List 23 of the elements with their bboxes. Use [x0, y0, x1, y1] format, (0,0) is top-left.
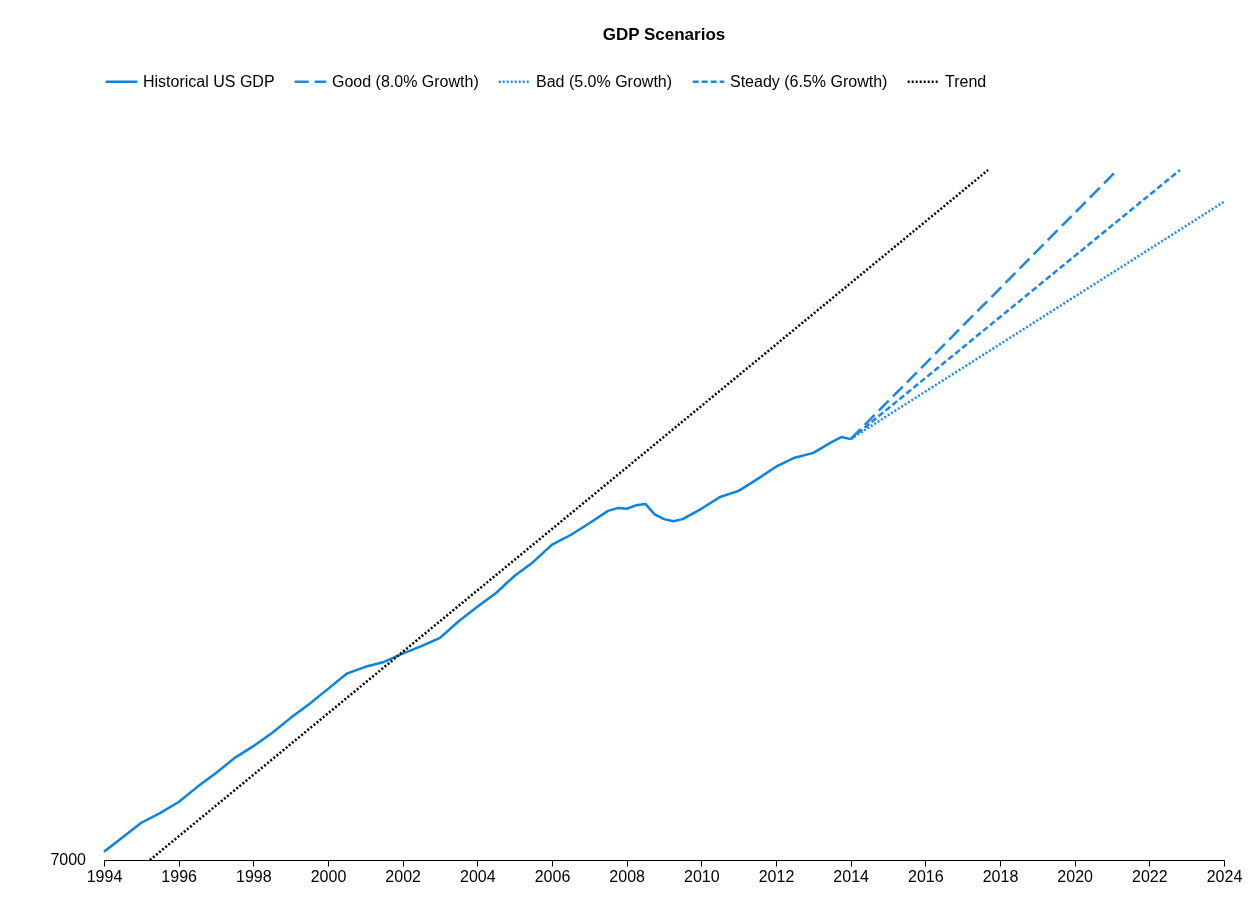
legend-label: Historical US GDP — [143, 72, 275, 90]
legend-label: Good (8.0% Growth) — [332, 72, 479, 90]
x-tick-label: 2006 — [534, 867, 571, 885]
x-tick-label: 2024 — [1206, 867, 1243, 885]
x-tick-label: 2008 — [609, 867, 646, 885]
x-tick-label: 2014 — [833, 867, 870, 885]
x-tick-label: 2018 — [982, 867, 1019, 885]
x-tick-label: 1996 — [161, 867, 198, 885]
chart-title: GDP Scenarios — [602, 25, 726, 44]
x-tick-label: 2016 — [908, 867, 944, 885]
legend-label: Bad (5.0% Growth) — [536, 72, 673, 90]
x-tick-label: 1998 — [236, 867, 272, 885]
x-tick-label: 2004 — [460, 867, 496, 885]
legend-label: Trend — [945, 72, 987, 90]
x-tick-label: 2010 — [684, 867, 720, 885]
x-tick-label: 2012 — [758, 867, 795, 885]
legend-label: Steady (6.5% Growth) — [730, 72, 888, 90]
x-tick-label: 2022 — [1132, 867, 1168, 885]
x-tick-label: 1994 — [86, 867, 123, 885]
x-tick-label: 2000 — [310, 867, 347, 885]
x-tick-label: 2002 — [385, 867, 422, 885]
text: 7000 — [50, 851, 87, 868]
x-tick-label: 2020 — [1057, 867, 1094, 885]
